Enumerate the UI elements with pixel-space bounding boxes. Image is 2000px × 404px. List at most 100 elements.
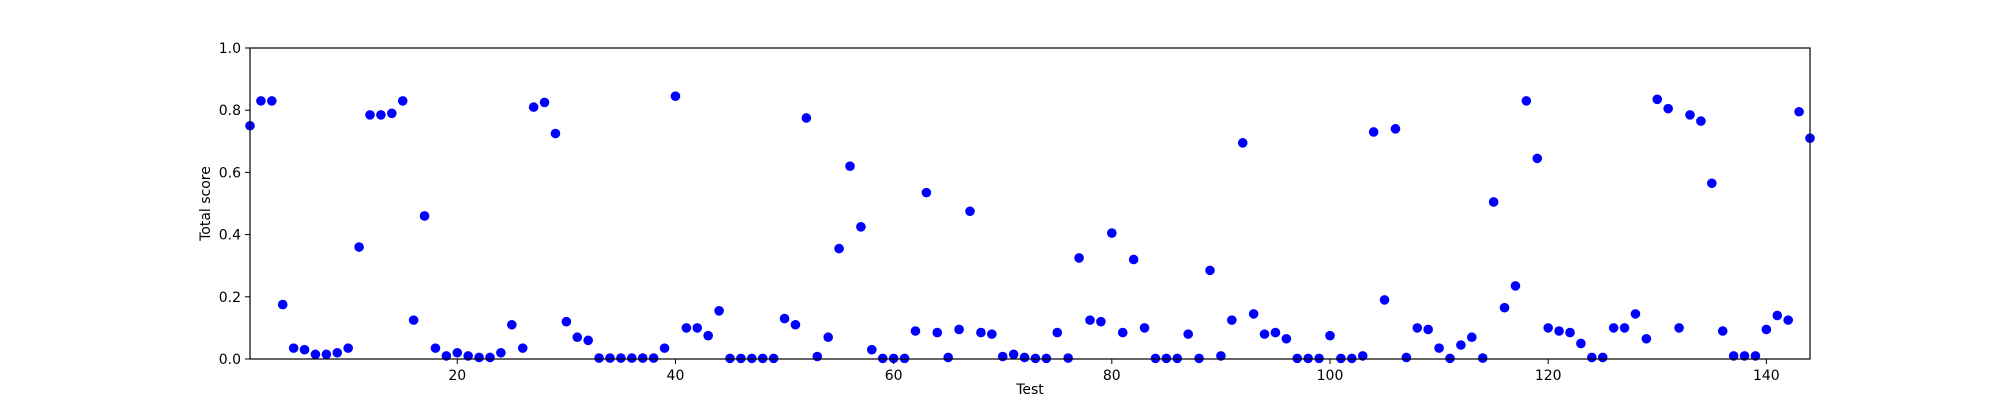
data-point — [823, 332, 833, 343]
data-point — [1707, 178, 1717, 189]
data-point — [637, 353, 648, 363]
data-point — [856, 222, 866, 232]
y-tick-label: 0.8 — [219, 103, 241, 119]
data-point — [1128, 254, 1139, 265]
data-point — [747, 353, 757, 364]
data-point — [1107, 228, 1117, 238]
data-point — [943, 352, 953, 363]
data-point — [681, 323, 692, 333]
data-point — [299, 344, 310, 355]
data-point — [801, 113, 812, 123]
data-point — [354, 242, 364, 252]
data-point — [277, 299, 288, 310]
x-axis: 20 40 60 80 100 120 140 — [448, 359, 1780, 384]
data-point — [1576, 338, 1586, 349]
data-point — [1477, 353, 1488, 363]
x-tick-label: 80 — [1103, 368, 1121, 384]
data-point — [888, 353, 899, 364]
data-point — [1248, 309, 1259, 319]
data-point — [692, 323, 703, 333]
data-point — [463, 351, 473, 361]
data-point — [1401, 352, 1412, 363]
data-point — [1717, 326, 1728, 336]
data-point — [1150, 353, 1161, 364]
data-point — [1390, 124, 1401, 134]
data-point — [561, 316, 572, 327]
data-point — [1314, 353, 1324, 364]
data-point — [1336, 353, 1346, 364]
data-point — [976, 327, 986, 338]
data-point — [910, 326, 921, 336]
data-point — [288, 343, 299, 353]
data-point — [572, 332, 583, 343]
data-point — [507, 319, 517, 330]
data-point — [1499, 302, 1510, 313]
data-point — [1325, 330, 1335, 341]
data-point — [485, 352, 495, 363]
data-point — [321, 349, 332, 360]
data-point — [1303, 353, 1313, 364]
data-point — [1608, 323, 1619, 333]
data-point — [1085, 315, 1095, 325]
data-point — [932, 327, 943, 338]
data-point — [496, 347, 506, 358]
data-point — [474, 352, 484, 363]
y-tick-label: 0.6 — [219, 165, 241, 181]
data-point — [310, 349, 321, 360]
data-point — [1783, 315, 1793, 325]
data-point — [528, 102, 539, 112]
data-point — [921, 187, 932, 198]
data-point — [1445, 353, 1455, 364]
data-point — [583, 335, 593, 346]
data-point — [877, 353, 888, 364]
data-point — [1434, 343, 1444, 353]
data-point — [736, 353, 746, 364]
data-point — [1074, 253, 1084, 263]
data-point — [1750, 351, 1761, 361]
data-point — [1227, 315, 1237, 325]
data-point — [1117, 327, 1128, 338]
points-layer — [245, 91, 1815, 364]
data-point — [1597, 352, 1608, 363]
data-point — [441, 351, 452, 361]
x-tick-label: 100 — [1317, 368, 1344, 384]
data-point — [1008, 349, 1019, 360]
data-point — [1194, 353, 1204, 364]
data-point — [714, 305, 724, 316]
data-point — [1030, 353, 1041, 364]
y-tick-label: 1.0 — [219, 41, 241, 57]
data-point — [670, 91, 681, 102]
data-point — [332, 347, 343, 358]
data-point — [1347, 353, 1357, 364]
data-point — [1761, 324, 1772, 335]
data-point — [1456, 340, 1466, 350]
data-point — [1139, 323, 1150, 333]
data-point — [605, 353, 615, 363]
data-point — [1728, 351, 1739, 361]
data-point — [267, 96, 277, 106]
x-tick-label: 120 — [1535, 368, 1562, 384]
data-point — [1041, 353, 1052, 364]
y-tick-label: 0.0 — [219, 352, 241, 368]
data-point — [1652, 94, 1663, 105]
plot-area-frame — [249, 47, 1811, 360]
data-point — [1019, 352, 1030, 363]
data-point — [1412, 323, 1423, 333]
data-point — [790, 319, 801, 330]
y-axis: 0.0 0.2 0.4 0.6 0.8 1.0 — [219, 41, 250, 368]
x-tick-label: 20 — [448, 368, 466, 384]
data-point — [1488, 197, 1499, 207]
data-point — [834, 243, 844, 254]
data-point — [452, 347, 463, 358]
data-point — [430, 343, 441, 353]
data-point — [1532, 153, 1543, 164]
x-tick-label: 140 — [1753, 368, 1780, 384]
data-point — [419, 211, 430, 221]
data-point — [408, 315, 419, 325]
y-axis-label: Total score — [198, 166, 214, 242]
data-point — [1772, 310, 1783, 321]
data-point — [768, 353, 779, 364]
y-tick-label: 0.4 — [219, 228, 241, 244]
data-point — [594, 353, 604, 363]
data-point — [867, 344, 877, 355]
